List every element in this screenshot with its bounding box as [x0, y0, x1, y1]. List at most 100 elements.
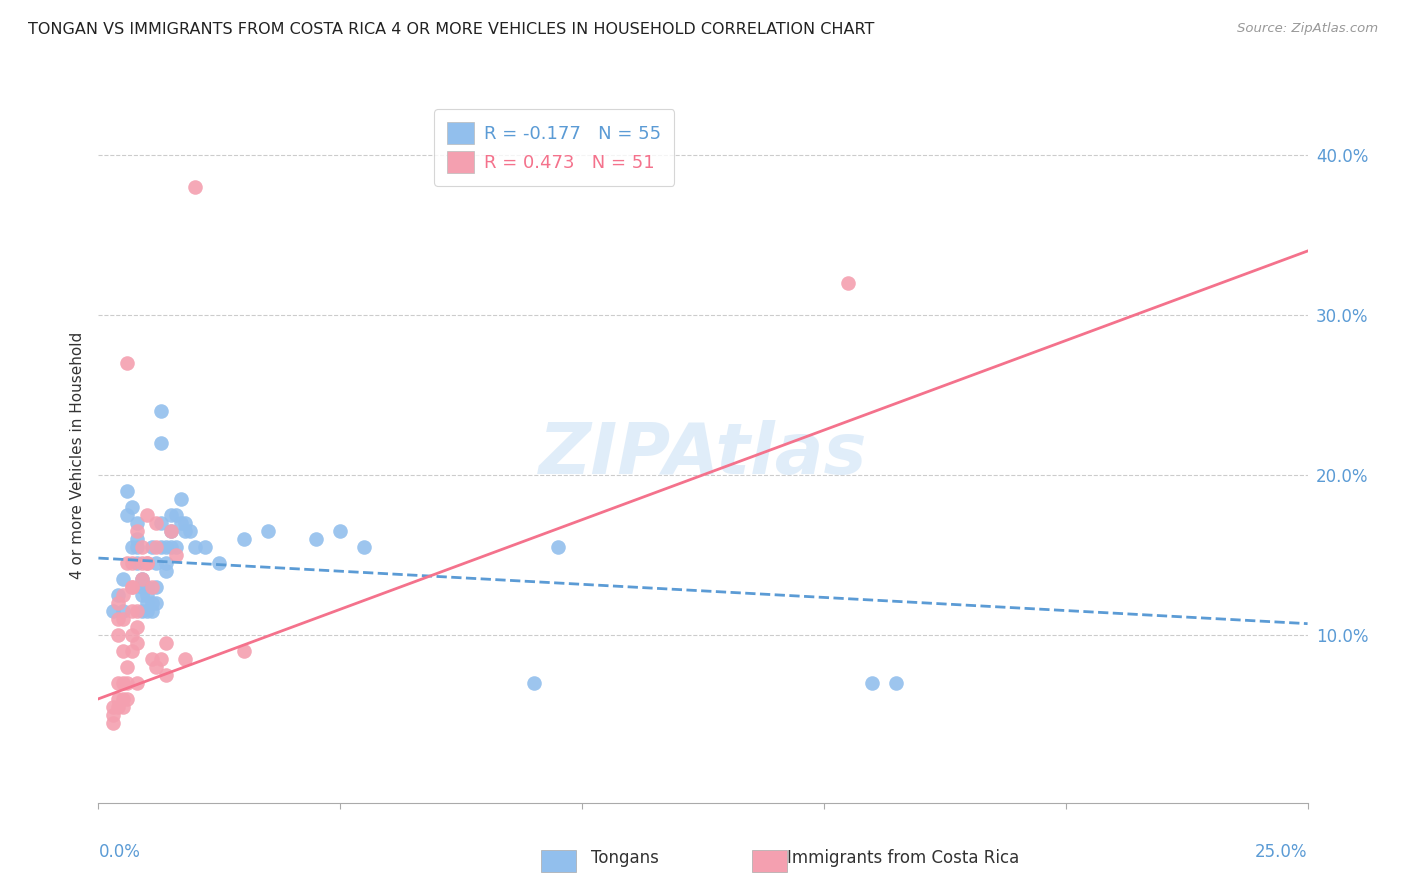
Point [184, 180, 207, 194]
Point [131, 540, 153, 554]
Point [860, 676, 883, 690]
Point [121, 644, 143, 658]
Point [174, 652, 197, 666]
Point [111, 691, 134, 706]
Point [101, 707, 124, 722]
Point [127, 532, 149, 546]
Point [107, 596, 129, 610]
Text: ZIPAtlas: ZIPAtlas [538, 420, 868, 490]
Point [155, 668, 177, 682]
Point [107, 612, 129, 626]
Point [165, 540, 187, 554]
Text: 0.0%: 0.0% [98, 843, 141, 861]
Point [135, 556, 157, 570]
Point [145, 516, 167, 530]
Point [160, 540, 183, 554]
Point [174, 516, 197, 530]
Point [145, 540, 167, 554]
Point [150, 540, 173, 554]
Point [117, 556, 139, 570]
Point [145, 580, 167, 594]
Point [256, 524, 278, 538]
Point [131, 572, 153, 586]
Point [135, 604, 157, 618]
Point [135, 508, 157, 522]
Point [127, 636, 149, 650]
Point [121, 604, 143, 618]
Point [127, 676, 149, 690]
Point [165, 548, 187, 562]
Y-axis label: 4 or more Vehicles in Household: 4 or more Vehicles in Household [69, 331, 84, 579]
Point [174, 524, 197, 538]
Point [184, 540, 207, 554]
Point [179, 524, 201, 538]
Point [111, 699, 134, 714]
Point [169, 491, 191, 506]
Legend: R = -0.177   N = 55, R = 0.473   N = 51: R = -0.177 N = 55, R = 0.473 N = 51 [434, 109, 675, 186]
Point [160, 508, 183, 522]
Point [150, 516, 173, 530]
Point [150, 404, 173, 418]
Point [131, 572, 153, 586]
Point [107, 588, 129, 602]
Point [121, 556, 143, 570]
Point [111, 588, 134, 602]
Point [160, 524, 183, 538]
Point [107, 699, 129, 714]
Point [111, 604, 134, 618]
Point [150, 436, 173, 450]
Point [145, 596, 167, 610]
Text: TONGAN VS IMMIGRANTS FROM COSTA RICA 4 OR MORE VEHICLES IN HOUSEHOLD CORRELATION: TONGAN VS IMMIGRANTS FROM COSTA RICA 4 O… [28, 22, 875, 37]
Text: Source: ZipAtlas.com: Source: ZipAtlas.com [1237, 22, 1378, 36]
Point [141, 652, 163, 666]
Point [135, 556, 157, 570]
Point [121, 580, 143, 594]
Point [232, 532, 254, 546]
Point [208, 556, 231, 570]
Point [305, 532, 328, 546]
Point [101, 699, 124, 714]
Point [131, 556, 153, 570]
Point [117, 356, 139, 370]
Point [145, 556, 167, 570]
Point [169, 516, 191, 530]
Point [121, 580, 143, 594]
Point [127, 604, 149, 618]
Point [107, 691, 129, 706]
Text: Tongans: Tongans [591, 849, 658, 867]
Point [127, 620, 149, 634]
Point [135, 596, 157, 610]
Point [141, 596, 163, 610]
Point [329, 524, 352, 538]
Point [886, 676, 908, 690]
Point [141, 604, 163, 618]
Point [107, 676, 129, 690]
Point [117, 676, 139, 690]
Point [111, 612, 134, 626]
Point [127, 540, 149, 554]
Point [155, 636, 177, 650]
Point [135, 580, 157, 594]
Point [145, 660, 167, 674]
Point [141, 540, 163, 554]
Point [121, 628, 143, 642]
Point [121, 540, 143, 554]
Point [101, 715, 124, 730]
Point [117, 691, 139, 706]
Text: 25.0%: 25.0% [1256, 843, 1308, 861]
Point [107, 628, 129, 642]
Point [131, 580, 153, 594]
Point [141, 580, 163, 594]
Point [150, 652, 173, 666]
Point [194, 540, 217, 554]
Point [135, 588, 157, 602]
Point [117, 483, 139, 498]
Point [155, 564, 177, 578]
Point [165, 508, 187, 522]
Point [160, 524, 183, 538]
Point [111, 572, 134, 586]
Point [127, 516, 149, 530]
Point [547, 540, 569, 554]
Point [121, 500, 143, 514]
Point [837, 276, 859, 290]
